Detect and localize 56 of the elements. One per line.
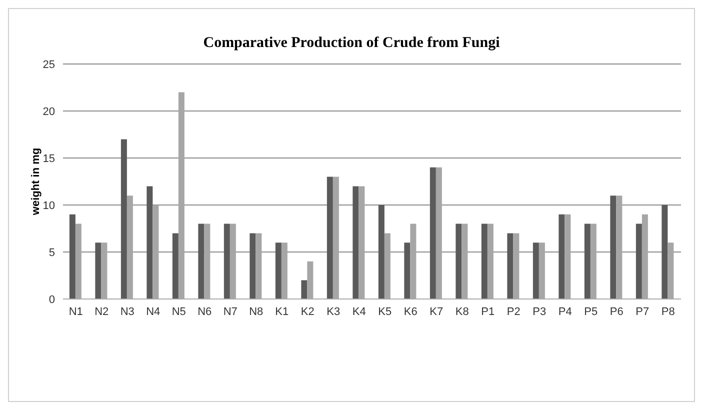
bar xyxy=(404,242,410,299)
y-tick-label: 20 xyxy=(42,106,55,118)
x-tick-label: N7 xyxy=(223,306,238,318)
x-tick-label: N2 xyxy=(94,306,109,318)
bar xyxy=(481,224,488,299)
x-tick-label: P5 xyxy=(584,306,598,318)
x-tick-label: P6 xyxy=(610,306,624,318)
bar xyxy=(532,242,539,299)
bar xyxy=(507,233,514,299)
y-tick-label: 10 xyxy=(42,200,55,212)
x-tick-label: N5 xyxy=(172,306,186,318)
bar xyxy=(662,205,668,299)
y-tick-label: 15 xyxy=(42,152,55,165)
x-tick-label: N6 xyxy=(198,306,212,318)
bar xyxy=(636,224,642,299)
x-tick-label: N8 xyxy=(249,306,264,318)
y-axis-title: weight in mg xyxy=(30,148,42,216)
x-tick-label: P3 xyxy=(532,306,546,318)
x-tick-label: K4 xyxy=(352,306,366,318)
x-tick-label: K5 xyxy=(378,306,392,318)
bar xyxy=(558,214,565,299)
chart-title: Comparative Production of Crude from Fungi xyxy=(202,35,501,52)
bar xyxy=(584,224,590,299)
y-tick-label: 5 xyxy=(48,246,55,259)
x-tick-label: K1 xyxy=(275,306,289,318)
x-tick-label: P7 xyxy=(636,306,650,318)
bar xyxy=(172,233,178,299)
bar xyxy=(456,224,462,299)
x-tick-label: K7 xyxy=(430,306,444,318)
x-tick-label: P2 xyxy=(506,306,520,318)
bar xyxy=(352,186,359,299)
x-tick-label: K2 xyxy=(300,306,314,318)
bar xyxy=(198,224,204,299)
bar xyxy=(95,242,102,299)
x-tick-label: N4 xyxy=(146,306,160,318)
bar xyxy=(120,139,127,299)
bar xyxy=(301,280,308,299)
x-tick-label: P1 xyxy=(481,306,495,318)
x-tick-label: P8 xyxy=(661,306,675,318)
bar xyxy=(610,196,616,299)
x-tick-label: K8 xyxy=(455,306,469,318)
x-tick-label: K6 xyxy=(404,306,418,318)
y-tick-label: 25 xyxy=(42,58,55,71)
bar xyxy=(275,242,282,299)
x-tick-label: N1 xyxy=(68,306,83,318)
bar xyxy=(224,224,230,299)
bar xyxy=(430,167,436,299)
bar xyxy=(250,233,256,299)
bar xyxy=(378,205,384,299)
x-tick-label: K3 xyxy=(326,306,340,318)
y-tick-label: 0 xyxy=(48,294,55,306)
x-tick-label: P4 xyxy=(558,306,572,318)
bar xyxy=(69,214,76,299)
bar xyxy=(146,186,153,299)
bar xyxy=(326,176,333,299)
x-tick-label: N3 xyxy=(120,306,134,318)
